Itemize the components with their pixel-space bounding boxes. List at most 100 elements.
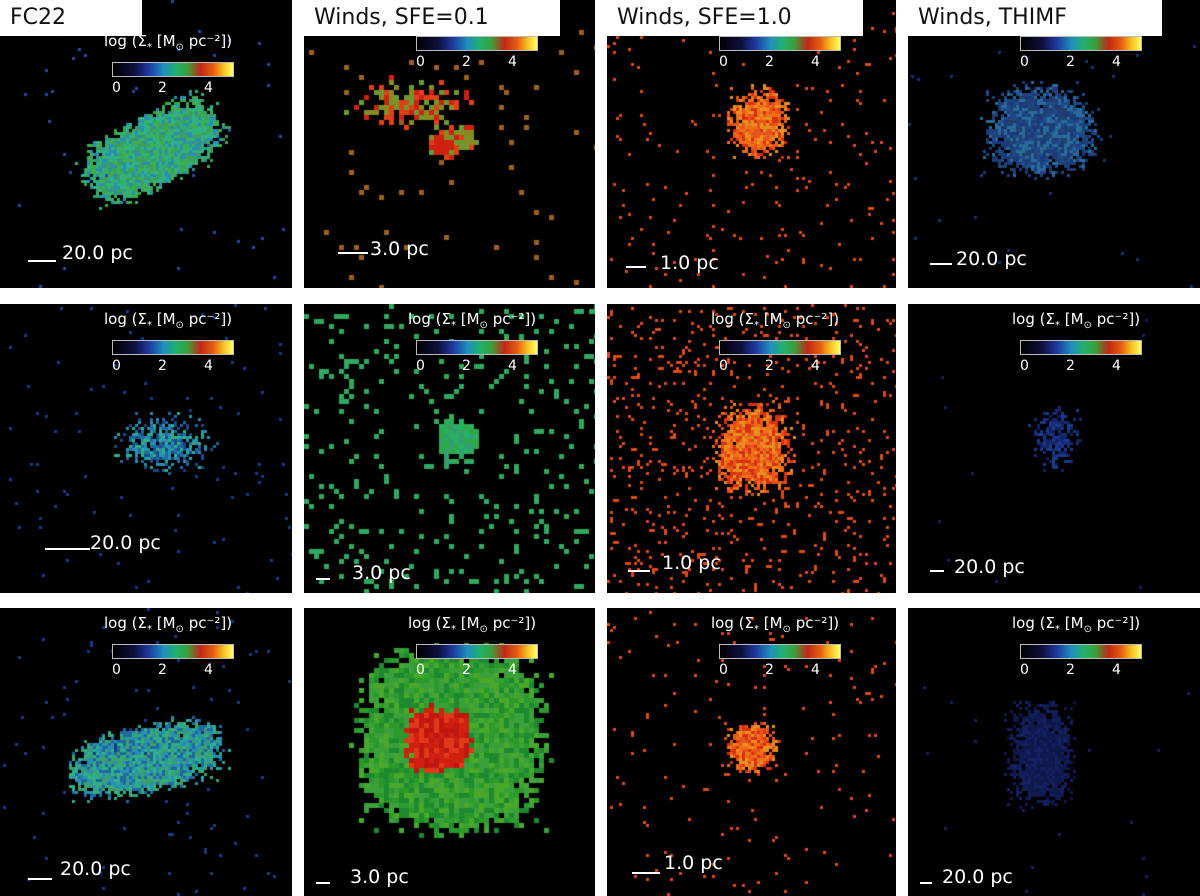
- colorbar-tick-label: 2: [765, 662, 774, 678]
- scale-label: 20.0 pc: [62, 242, 133, 264]
- colorbar-tick-label: 2: [462, 54, 471, 70]
- colorbar-label-sub2: ⊙: [175, 624, 184, 635]
- colorbar-label-sub: *: [146, 624, 152, 635]
- colorbar-tick-label: 0: [1020, 358, 1029, 374]
- colorbar-label-mid: [M: [758, 310, 783, 328]
- scale-bar: [338, 252, 368, 254]
- colorbar-label-prefix: log (Σ: [711, 614, 754, 632]
- colorbar-label-sub: *: [753, 320, 759, 331]
- colorbar-tick-label: 2: [158, 358, 167, 374]
- colorbar-label: log (Σ* [M⊙ pc⁻²]): [711, 310, 839, 331]
- scale-label: 3.0 pc: [352, 562, 411, 584]
- colorbar-label-suffix: pc⁻²]): [183, 614, 233, 632]
- density-map-panel: log (Σ* [M⊙ pc⁻²]) 0 2 4 3.0 pc: [304, 304, 595, 593]
- colorbar-label-suffix: pc⁻²]): [790, 310, 840, 328]
- colorbar-tick-label: 2: [1066, 54, 1075, 70]
- scale-label: 3.0 pc: [350, 866, 409, 888]
- scale-label: 3.0 pc: [370, 238, 429, 260]
- colorbar-label-suffix: pc⁻²]): [487, 310, 537, 328]
- density-image: [0, 0, 292, 288]
- colorbar-tick-label: 2: [1066, 358, 1075, 374]
- colorbar: [1020, 644, 1142, 659]
- colorbar-tick-label: 0: [112, 662, 121, 678]
- colorbar-label-sub2: ⊙: [1083, 624, 1092, 635]
- colorbar-tick-label: 4: [508, 54, 517, 70]
- colorbar: [112, 340, 234, 355]
- colorbar-tick-label: 4: [1112, 358, 1121, 374]
- scale-label: 20.0 pc: [954, 556, 1025, 578]
- colorbar-label-sub2: ⊙: [782, 624, 791, 635]
- colorbar-label-prefix: log (Σ: [408, 310, 451, 328]
- scale-bar: [28, 260, 56, 262]
- scale-bar: [930, 570, 944, 572]
- colorbar-label-sub: *: [450, 320, 456, 331]
- scale-bar: [28, 878, 52, 880]
- colorbar-label-sub: *: [1054, 624, 1060, 635]
- colorbar-label-sub2: ⊙: [175, 320, 184, 331]
- colorbar: [719, 644, 841, 659]
- scale-label: 1.0 pc: [660, 252, 719, 274]
- colorbar: [112, 644, 234, 659]
- colorbar-tick-label: 2: [1066, 662, 1075, 678]
- colorbar: [1020, 340, 1142, 355]
- scale-bar: [45, 548, 90, 550]
- colorbar-label: log (Σ* [M⊙ pc⁻²]): [711, 614, 839, 635]
- colorbar-label-prefix: log (Σ: [1012, 614, 1055, 632]
- colorbar-label-sub: *: [146, 320, 152, 331]
- colorbar-tick-label: 2: [765, 358, 774, 374]
- colorbar-label-sub2: ⊙: [175, 42, 184, 53]
- colorbar-label-sub2: ⊙: [782, 320, 791, 331]
- colorbar: [1020, 36, 1142, 51]
- scale-label: 20.0 pc: [956, 248, 1027, 270]
- colorbar-label-suffix: pc⁻²]): [487, 614, 537, 632]
- scale-bar: [920, 882, 932, 884]
- scale-label: 1.0 pc: [664, 852, 723, 874]
- colorbar-tick-label: 0: [416, 54, 425, 70]
- colorbar-label: log (Σ* [M⊙ pc⁻²]): [1012, 614, 1140, 635]
- colorbar-tick-label: 4: [204, 662, 213, 678]
- colorbar: [112, 62, 234, 77]
- colorbar-label-mid: [M: [151, 614, 176, 632]
- colorbar: [719, 36, 841, 51]
- colorbar-label-sub2: ⊙: [1083, 320, 1092, 331]
- colorbar-label-sub: *: [146, 42, 152, 53]
- colorbar-label-prefix: log (Σ: [104, 310, 147, 328]
- colorbar-tick-label: 4: [1112, 54, 1121, 70]
- colorbar-label-prefix: log (Σ: [711, 310, 754, 328]
- colorbar-tick-label: 2: [158, 662, 167, 678]
- column-title: Winds, SFE=0.1: [304, 0, 560, 36]
- scale-label: 20.0 pc: [942, 866, 1013, 888]
- colorbar-label-mid: [M: [455, 614, 480, 632]
- colorbar-tick-label: 0: [112, 358, 121, 374]
- scale-label: 20.0 pc: [90, 532, 161, 554]
- colorbar-label: log (Σ* [M⊙ pc⁻²]): [104, 614, 232, 635]
- colorbar-label-sub: *: [450, 624, 456, 635]
- scale-bar: [930, 263, 952, 265]
- colorbar-label-suffix: pc⁻²]): [183, 32, 233, 50]
- colorbar-tick-label: 0: [416, 358, 425, 374]
- colorbar-label-sub: *: [1054, 320, 1060, 331]
- colorbar-label-prefix: log (Σ: [104, 32, 147, 50]
- colorbar-label-prefix: log (Σ: [408, 614, 451, 632]
- colorbar-label-mid: [M: [151, 32, 176, 50]
- column-title: FC22: [0, 0, 142, 36]
- colorbar: [416, 36, 538, 51]
- colorbar-label: log (Σ* [M⊙ pc⁻²]): [408, 310, 536, 331]
- density-map-panel: log (Σ* [M⊙ pc⁻²]) 0 2 4 1.0 pc: [607, 304, 896, 593]
- colorbar-label-mid: [M: [758, 614, 783, 632]
- colorbar-tick-label: 4: [508, 662, 517, 678]
- colorbar-label-suffix: pc⁻²]): [1091, 310, 1141, 328]
- colorbar-tick-label: 4: [204, 80, 213, 96]
- colorbar-label: log (Σ* [M⊙ pc⁻²]): [104, 310, 232, 331]
- scale-bar: [628, 570, 650, 572]
- colorbar-label-mid: [M: [151, 310, 176, 328]
- colorbar-tick-label: 4: [811, 358, 820, 374]
- scale-bar: [316, 578, 330, 580]
- colorbar-label-mid: [M: [1059, 310, 1084, 328]
- colorbar-tick-label: 0: [1020, 662, 1029, 678]
- colorbar-label-suffix: pc⁻²]): [1091, 614, 1141, 632]
